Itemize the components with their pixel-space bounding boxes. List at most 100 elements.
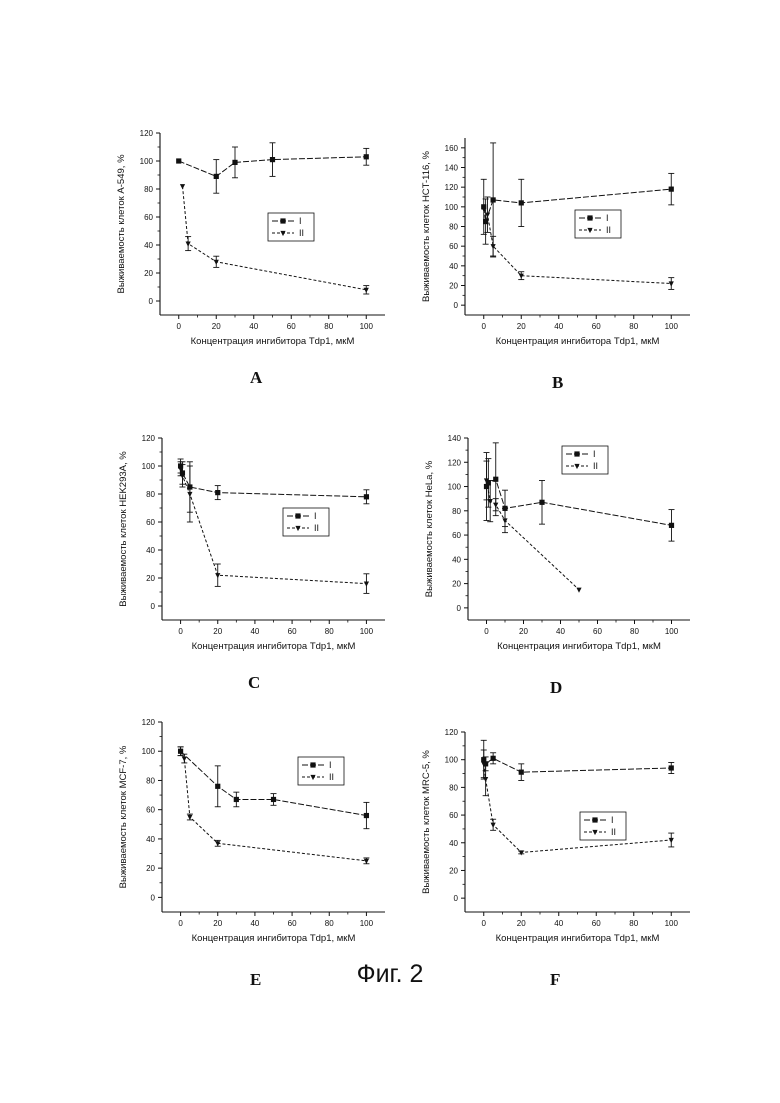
- y-tick-label: 80: [144, 185, 153, 194]
- y-tick-label: 20: [449, 282, 458, 291]
- data-point-i: [519, 200, 524, 205]
- data-point-i: [271, 797, 276, 802]
- x-tick-label: 40: [554, 322, 563, 331]
- y-tick-label: 60: [449, 242, 458, 251]
- y-tick-label: 40: [144, 241, 153, 250]
- data-point-ii: [180, 184, 185, 189]
- data-point-ii: [187, 492, 192, 497]
- data-point-ii: [669, 281, 674, 286]
- series-line-i: [487, 479, 672, 525]
- legend-label: II: [299, 228, 304, 238]
- y-tick-label: 0: [149, 297, 154, 306]
- legend-box: [268, 213, 314, 241]
- x-tick-label: 40: [554, 919, 563, 928]
- x-tick-label: 80: [630, 627, 639, 636]
- data-point-ii: [364, 859, 369, 864]
- legend-marker: [310, 762, 315, 767]
- data-point-ii: [491, 823, 496, 828]
- y-tick-label: 140: [448, 434, 462, 443]
- y-tick-label: 80: [146, 490, 155, 499]
- data-point-i: [669, 765, 674, 770]
- y-tick-label: 20: [449, 866, 458, 875]
- data-point-i: [234, 797, 239, 802]
- legend-label: I: [611, 815, 614, 825]
- data-point-ii: [187, 815, 192, 820]
- x-tick-label: 0: [177, 322, 182, 331]
- y-axis-title: Выживаемость клеток MCF-7, %: [118, 745, 129, 888]
- panel-letter: A: [250, 368, 262, 388]
- legend: III: [580, 812, 626, 840]
- x-tick-label: 40: [556, 627, 565, 636]
- x-tick-label: 60: [593, 627, 602, 636]
- x-tick-label: 20: [517, 919, 526, 928]
- x-axis-title: Концентрация ингибитора Tdp1, мкМ: [496, 336, 660, 347]
- x-tick-label: 100: [665, 627, 679, 636]
- legend-marker: [280, 218, 285, 223]
- data-point-i: [539, 500, 544, 505]
- chart-svg: 020406080100020406080100120Концентрация …: [100, 418, 390, 663]
- x-tick-label: 60: [592, 919, 601, 928]
- chart-panel-a: 020406080100020406080100120Концентрация …: [100, 118, 390, 358]
- data-point-ii: [186, 242, 191, 247]
- legend-label: I: [593, 449, 596, 459]
- panel-letter: D: [550, 678, 562, 698]
- legend: III: [268, 213, 314, 241]
- legend-box: [575, 210, 621, 238]
- data-point-ii: [214, 260, 219, 265]
- panel-letter: C: [248, 673, 260, 693]
- chart-svg: 020406080100020406080100120140Концентрац…: [400, 418, 690, 663]
- x-tick-label: 80: [629, 919, 638, 928]
- panel-letter: B: [552, 373, 563, 393]
- x-tick-label: 80: [629, 322, 638, 331]
- x-tick-label: 100: [665, 322, 679, 331]
- data-point-i: [493, 477, 498, 482]
- y-tick-label: 60: [146, 806, 155, 815]
- data-point-ii: [519, 850, 524, 855]
- chart-panel-c: 020406080100020406080100120Концентрация …: [100, 418, 390, 663]
- y-tick-label: 20: [144, 269, 153, 278]
- y-tick-label: 60: [449, 811, 458, 820]
- legend-label: I: [606, 213, 609, 223]
- x-tick-label: 0: [484, 627, 489, 636]
- y-tick-label: 40: [146, 546, 155, 555]
- x-axis-title: Концентрация ингибитора Tdp1, мкМ: [496, 933, 660, 944]
- legend-label: II: [329, 772, 334, 782]
- legend-label: I: [299, 216, 302, 226]
- x-tick-label: 0: [178, 627, 183, 636]
- x-tick-label: 80: [325, 919, 334, 928]
- x-tick-label: 0: [178, 919, 183, 928]
- y-tick-label: 100: [445, 203, 459, 212]
- y-tick-label: 120: [448, 458, 462, 467]
- x-axis-title: Концентрация ингибитора Tdp1, мкМ: [191, 336, 355, 347]
- chart-panel-b: 020406080100020406080100120140160Концент…: [400, 118, 690, 368]
- y-tick-label: 40: [449, 262, 458, 271]
- data-point-ii: [576, 588, 581, 593]
- data-point-ii: [364, 288, 369, 293]
- y-tick-label: 0: [151, 602, 156, 611]
- legend: III: [283, 508, 329, 536]
- data-point-i: [491, 197, 496, 202]
- data-point-i: [364, 494, 369, 499]
- chart-svg: 020406080100020406080100120Концентрация …: [100, 118, 390, 358]
- y-tick-label: 80: [146, 776, 155, 785]
- y-tick-label: 40: [449, 839, 458, 848]
- chart-panel-e: 020406080100020406080100120Концентрация …: [100, 712, 390, 952]
- figure-caption: Фиг. 2: [0, 960, 780, 989]
- chart-panel-d: 020406080100020406080100120140Концентрац…: [400, 418, 690, 663]
- y-axis-title: Выживаемость клеток A-549, %: [116, 154, 127, 294]
- x-tick-label: 20: [519, 627, 528, 636]
- y-tick-label: 120: [142, 434, 156, 443]
- y-tick-label: 120: [445, 183, 459, 192]
- y-axis-title: Выживаемость клеток HCT-116, %: [421, 150, 432, 302]
- chart-svg: 020406080100020406080100120Концентрация …: [400, 712, 690, 952]
- legend-box: [283, 508, 329, 536]
- y-tick-label: 120: [142, 718, 156, 727]
- y-tick-label: 20: [452, 580, 461, 589]
- data-point-i: [215, 490, 220, 495]
- x-tick-label: 40: [250, 919, 259, 928]
- data-point-ii: [364, 582, 369, 587]
- legend-label: II: [611, 827, 616, 837]
- legend-box: [298, 757, 344, 785]
- legend: III: [575, 210, 621, 238]
- chart-svg: 020406080100020406080100120140160Концент…: [400, 118, 690, 368]
